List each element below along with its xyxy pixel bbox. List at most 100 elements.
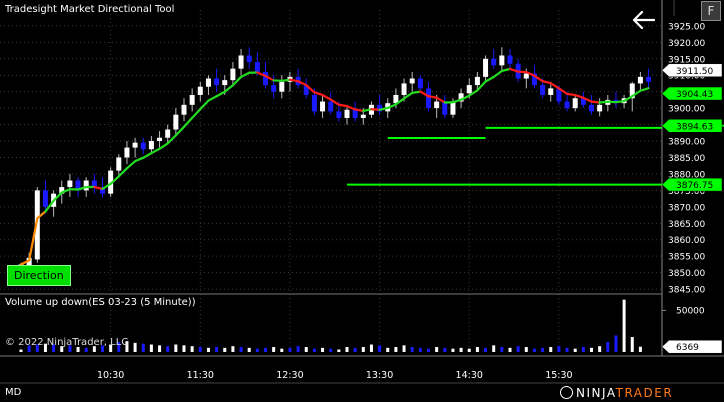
volume-bar [353, 347, 357, 352]
candle-body [426, 88, 431, 109]
candle-body [556, 88, 562, 102]
candle-body [328, 101, 334, 112]
direction-label: Direction [7, 265, 71, 286]
trend-segment [109, 175, 120, 185]
logo-brand-prefix: NINJA [576, 386, 616, 400]
candle-body [540, 85, 546, 95]
trend-value-marker-text: 3904.43 [676, 90, 713, 100]
logo-brand-suffix: TRADER [615, 386, 674, 400]
volume-current-marker-bg [661, 339, 723, 354]
x-tick-label: 14:30 [456, 370, 483, 381]
y-tick-label: 3920.00 [668, 39, 705, 49]
trend-segment [60, 188, 72, 194]
candle-body [116, 157, 122, 171]
trend-segment [508, 67, 520, 73]
candle-body [205, 78, 211, 87]
candle-body [417, 78, 423, 89]
volume-bar [598, 346, 602, 352]
volume-bar [141, 343, 145, 352]
volume-tick-label: 50000 [676, 306, 705, 316]
footer-left-label: MD [5, 387, 22, 398]
level-lower-marker-text: 3876.75 [676, 181, 713, 191]
volume-bar [223, 347, 227, 352]
volume-bar [427, 348, 430, 352]
candle-body [434, 101, 440, 109]
trend-segment [117, 167, 129, 178]
trend-segment [639, 87, 650, 92]
volume-bar [101, 345, 104, 352]
candle-body [303, 85, 309, 95]
volume-bar [92, 346, 96, 352]
candle-body [637, 76, 643, 84]
candle-body [393, 94, 399, 104]
trend-segment [525, 71, 536, 77]
volume-bar [117, 342, 121, 352]
volume-bar [606, 342, 610, 352]
volume-bar [255, 348, 259, 352]
volume-bar [614, 335, 618, 352]
candle-body [108, 170, 114, 194]
volume-bar [125, 341, 129, 352]
volume-bar [247, 347, 251, 352]
level-upper-marker-text: 3894.63 [676, 122, 713, 132]
trend-segment [460, 94, 471, 101]
candle-body [589, 104, 594, 112]
candle-body [483, 58, 489, 77]
y-tick-label: 3855.00 [668, 253, 705, 263]
candle-body [67, 180, 73, 188]
candle-body [507, 55, 513, 64]
trend-segment [435, 96, 446, 104]
chart-grid [0, 10, 662, 352]
volume-bar [541, 347, 545, 352]
volume-bar [239, 347, 243, 352]
candlestick-series [18, 47, 652, 276]
candle-body [320, 101, 326, 112]
volume-bar [149, 344, 153, 352]
trend-segment [590, 100, 601, 104]
trend-segment [19, 259, 31, 266]
trend-segment [549, 82, 561, 90]
volume-bar [206, 347, 210, 352]
candle-body [564, 101, 570, 109]
volume-current-marker: 6369 [661, 339, 723, 354]
trend-segment [614, 99, 626, 104]
volume-bar [622, 299, 626, 352]
candle-body [646, 76, 652, 82]
y-tick-label: 3865.00 [668, 220, 705, 230]
volume-panel-title: Volume up down(ES 03-23 (5 Minute)) [5, 297, 196, 308]
y-tick-label: 3880.00 [668, 170, 705, 180]
candle-body [230, 68, 236, 81]
candle-body [572, 98, 578, 109]
trend-segment [44, 199, 55, 213]
trend-segment [565, 92, 577, 97]
volume-bar [378, 345, 382, 352]
volume-bar [304, 347, 308, 352]
trend-segment [492, 69, 503, 79]
trend-segment [28, 217, 39, 262]
volume-bar [410, 347, 414, 352]
candle-body [377, 104, 383, 112]
volume-bar [133, 342, 137, 352]
trend-segment [370, 108, 381, 111]
candle-body [189, 94, 195, 105]
trend-segment [150, 147, 161, 155]
volume-bar [500, 347, 504, 352]
candle-body [450, 101, 456, 115]
y-tick-label: 3900.00 [668, 105, 705, 115]
f-button[interactable]: F [701, 1, 721, 21]
x-tick-label: 15:30 [545, 370, 572, 381]
candle-body [401, 83, 407, 95]
trend-segment [239, 71, 251, 79]
trend-segment [451, 98, 463, 104]
trend-segment [500, 67, 512, 73]
trend-line [19, 67, 650, 266]
y-tick-label: 3860.00 [668, 236, 705, 246]
volume-bar [386, 347, 390, 352]
back-arrow-icon[interactable] [631, 9, 657, 31]
volume-bar [565, 347, 569, 352]
candle-body [140, 142, 146, 150]
trend-segment [93, 185, 104, 190]
volume-bar [524, 347, 528, 352]
y-tick-label: 3875.00 [668, 187, 705, 197]
